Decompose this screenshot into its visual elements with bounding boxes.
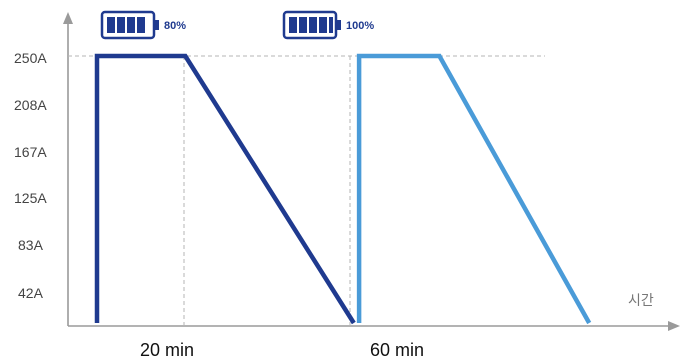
battery-100: 100%	[282, 10, 374, 40]
axes	[63, 12, 680, 331]
x-tick-label: 60 min	[370, 340, 424, 360]
battery-100-label: 100%	[346, 20, 374, 32]
y-axis-arrow-icon	[63, 12, 73, 24]
y-ticks: 250A 208A 167A 125A 83A 42A	[14, 50, 47, 301]
battery-100-cell	[329, 17, 333, 33]
x-axis-arrow-icon	[668, 321, 680, 331]
series-line-1	[94, 53, 356, 325]
y-tick-label: 125A	[14, 190, 47, 206]
battery-100-tip	[337, 20, 341, 30]
battery-100-cell	[309, 17, 317, 33]
series-layer	[94, 53, 592, 325]
y-tick-label: 83A	[18, 237, 44, 253]
x-axis-label: 시간	[628, 293, 654, 309]
y-tick-label: 250A	[14, 50, 47, 66]
battery-100-cell	[289, 17, 297, 33]
battery-80-tip	[155, 20, 159, 30]
x-ticks: 20 min 60 min	[140, 340, 424, 360]
battery-80-cell	[127, 17, 135, 33]
battery-80-cell	[117, 17, 125, 33]
battery-80: 80%	[100, 10, 186, 40]
battery-100-cell	[299, 17, 307, 33]
y-tick-label: 42A	[18, 285, 44, 301]
y-tick-label: 167A	[14, 144, 47, 160]
battery-80-cell	[107, 17, 115, 33]
x-tick-label: 20 min	[140, 340, 194, 360]
guide-lines	[68, 55, 545, 326]
battery-100-cell	[319, 17, 327, 33]
series-line-2	[356, 53, 592, 325]
y-tick-label: 208A	[14, 97, 47, 113]
battery-80-label: 80%	[164, 20, 186, 32]
battery-80-cell	[137, 17, 145, 33]
